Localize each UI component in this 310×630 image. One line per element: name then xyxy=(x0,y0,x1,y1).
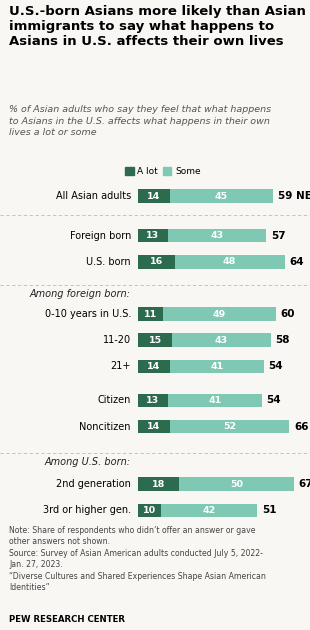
Text: 64: 64 xyxy=(289,256,304,266)
Text: Foreign born: Foreign born xyxy=(69,231,131,241)
Text: 18: 18 xyxy=(152,479,165,489)
Text: 42: 42 xyxy=(202,506,215,515)
Text: 58: 58 xyxy=(276,335,290,345)
Text: Noncitizen: Noncitizen xyxy=(79,421,131,432)
Text: 10: 10 xyxy=(143,506,156,515)
Bar xyxy=(138,255,175,268)
Text: 67: 67 xyxy=(299,479,310,489)
Text: 14: 14 xyxy=(147,422,161,431)
Text: 16: 16 xyxy=(149,257,163,266)
Bar xyxy=(170,190,273,203)
Text: 66: 66 xyxy=(294,421,308,432)
Bar xyxy=(161,503,257,517)
Text: 13: 13 xyxy=(146,396,159,405)
Text: U.S.-born Asians more likely than Asian
immigrants to say what happens to
Asians: U.S.-born Asians more likely than Asian … xyxy=(9,5,306,48)
Text: 13: 13 xyxy=(146,231,159,240)
Text: 15: 15 xyxy=(148,336,162,345)
Bar xyxy=(138,307,163,321)
Text: 54: 54 xyxy=(266,396,281,406)
Text: 50: 50 xyxy=(230,479,243,489)
Text: % of Asian adults who say they feel that what happens
to Asians in the U.S. affe: % of Asian adults who say they feel that… xyxy=(9,105,272,137)
Bar xyxy=(170,420,289,433)
Bar xyxy=(138,229,168,243)
Text: 54: 54 xyxy=(269,362,283,372)
Bar xyxy=(138,360,170,373)
Text: PEW RESEARCH CENTER: PEW RESEARCH CENTER xyxy=(9,615,125,624)
Text: 3rd or higher gen.: 3rd or higher gen. xyxy=(43,505,131,515)
Text: 14: 14 xyxy=(147,192,161,201)
Bar xyxy=(170,360,264,373)
Text: 43: 43 xyxy=(215,336,228,345)
Text: 2nd generation: 2nd generation xyxy=(56,479,131,489)
Text: 11: 11 xyxy=(144,309,157,319)
Text: 52: 52 xyxy=(223,422,236,431)
Text: 21+: 21+ xyxy=(110,362,131,372)
Bar xyxy=(163,307,276,321)
Bar xyxy=(138,333,172,347)
Bar xyxy=(138,190,170,203)
Text: 45: 45 xyxy=(215,192,228,201)
Text: 41: 41 xyxy=(208,396,221,405)
Text: 43: 43 xyxy=(210,231,224,240)
Text: Among U.S. born:: Among U.S. born: xyxy=(45,457,131,467)
Text: 51: 51 xyxy=(262,505,276,515)
Text: U.S. born: U.S. born xyxy=(86,256,131,266)
Text: 14: 14 xyxy=(147,362,161,371)
Legend: A lot, Some: A lot, Some xyxy=(126,167,201,176)
Text: All Asian adults: All Asian adults xyxy=(55,192,131,201)
Bar xyxy=(138,420,170,433)
Text: 48: 48 xyxy=(223,257,236,266)
Text: 57: 57 xyxy=(271,231,286,241)
Text: 49: 49 xyxy=(213,309,226,319)
Text: Among foreign born:: Among foreign born: xyxy=(30,289,131,299)
Text: 11-20: 11-20 xyxy=(103,335,131,345)
Bar xyxy=(168,394,262,407)
Text: Citizen: Citizen xyxy=(98,396,131,406)
Text: Note: Share of respondents who didn’t offer an answer or gave
other answers not : Note: Share of respondents who didn’t of… xyxy=(9,526,266,592)
Text: 60: 60 xyxy=(280,309,294,319)
Text: 0-10 years in U.S.: 0-10 years in U.S. xyxy=(45,309,131,319)
Bar xyxy=(175,255,285,268)
Bar xyxy=(172,333,271,347)
Bar xyxy=(138,478,179,491)
Bar xyxy=(179,478,294,491)
Bar xyxy=(138,503,161,517)
Bar xyxy=(138,394,168,407)
Text: 59 NET: 59 NET xyxy=(278,192,310,201)
Bar xyxy=(168,229,266,243)
Text: 41: 41 xyxy=(210,362,224,371)
